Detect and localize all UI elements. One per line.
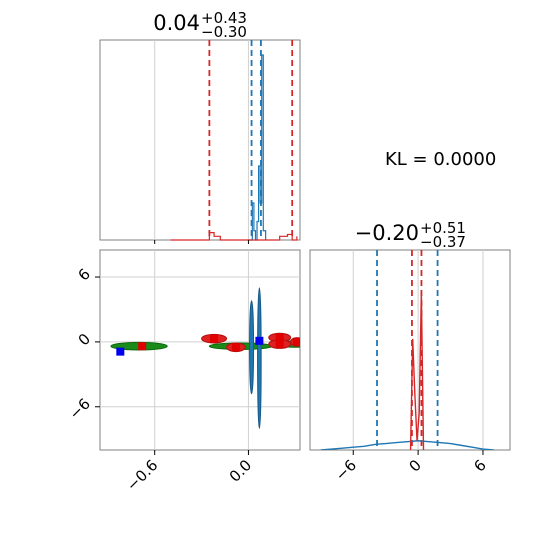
panel-top-title-main: 0.04 [153, 11, 200, 35]
br-series-line-1 [409, 292, 425, 450]
blue-square-point-1 [255, 336, 264, 345]
red-square-point-3 [275, 340, 284, 349]
red-square-point-5 [138, 342, 147, 351]
panel-br-grid [352, 250, 484, 450]
kl-annotation: KL = 0.0000 [385, 149, 496, 170]
panel-top-quantile-lines [208, 40, 294, 240]
panel-top-title-sup: +0.43 [201, 9, 247, 27]
panel-br-frame [309, 249, 511, 451]
panel-bottom-right-histogram: −6 0 6 −0.20 +0.51 −0.37 [309, 219, 511, 484]
panel-top-left-histogram: 0.04 +0.43 −0.30 [99, 9, 301, 244]
panel-top-grid [154, 40, 249, 240]
panel-top-frame [99, 39, 301, 241]
br-series-line-0 [320, 440, 494, 450]
red-square-point-1 [231, 343, 240, 352]
red-square-point-0 [210, 334, 219, 343]
red-square-point-2 [275, 333, 284, 342]
blue-ellipse-a [249, 300, 255, 395]
panel-br-title-sub: −0.37 [420, 233, 466, 251]
panel-top-ticks [154, 240, 249, 244]
top-series-step-1 [170, 232, 298, 241]
panel-top-title-sub: −0.30 [201, 23, 247, 41]
panel-br-title-sup: +0.51 [420, 219, 466, 237]
top-series-step-0 [248, 54, 267, 241]
blue-square-point-0 [116, 347, 125, 356]
panel-scatter-grid [100, 250, 300, 450]
panel-bottom-left-scatter: −0.6 0.060−6 [66, 249, 301, 495]
panel-scatter-marks [110, 287, 300, 429]
panel-br-series [320, 292, 494, 450]
panel-br-title-main: −0.20 [355, 221, 419, 245]
panel-top-title: 0.04 [153, 11, 200, 35]
red-square-point-4 [292, 337, 300, 346]
blue-ellipse-b [257, 287, 262, 429]
panel-top-series [170, 54, 298, 241]
